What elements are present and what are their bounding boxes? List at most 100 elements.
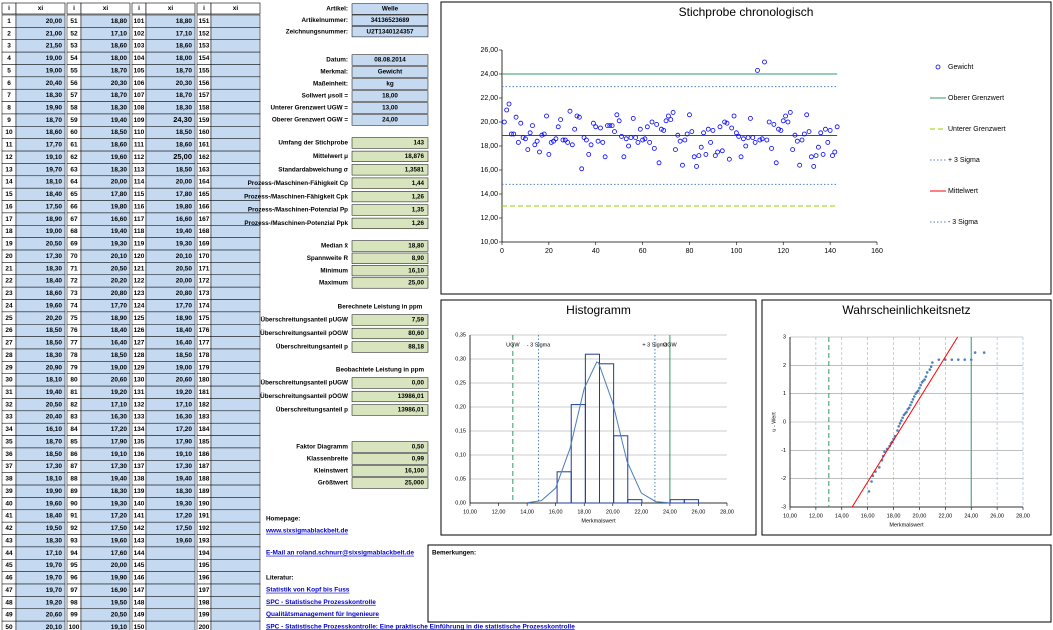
index-cell: 177 <box>199 340 210 347</box>
point <box>691 154 697 160</box>
x-tick-label: 140 <box>824 248 836 255</box>
point <box>745 135 751 141</box>
field-value: 18,80 <box>408 243 424 250</box>
point <box>722 119 728 125</box>
cell <box>210 76 261 90</box>
field-value: 143 <box>413 140 424 147</box>
homepage-link[interactable]: www.sixsigmablackbelt.de <box>265 528 349 535</box>
point <box>912 395 916 398</box>
x-tick-label: 14,00 <box>835 513 849 519</box>
value-cell: 19,40 <box>46 389 63 396</box>
index-cell: 15 <box>5 191 13 198</box>
index-cell: 166 <box>199 203 210 210</box>
index-cell: 95 <box>70 562 78 569</box>
value-cell: 20,10 <box>111 253 128 260</box>
index-cell: 151 <box>199 18 210 25</box>
field-box <box>351 14 429 26</box>
value-cell: 17,60 <box>111 550 128 557</box>
point <box>513 114 519 120</box>
value-cell: 20,30 <box>111 80 128 87</box>
index-cell: 118 <box>134 228 145 235</box>
field-label: Maximum <box>319 280 348 287</box>
index-cell: 162 <box>199 154 210 161</box>
index-cell: 125 <box>134 315 145 322</box>
value-cell: 17,70 <box>46 142 63 149</box>
field-box <box>351 453 429 465</box>
index-cell: 100 <box>69 624 80 630</box>
literature-link[interactable]: SPC - Statistische Prozesskontrolle <box>266 599 376 606</box>
point <box>687 112 692 118</box>
point <box>677 138 683 144</box>
field-label: Standardabweichung σ <box>278 166 348 173</box>
index-cell: 68 <box>70 228 78 235</box>
point <box>508 131 514 137</box>
field-box <box>351 114 429 126</box>
point <box>684 131 690 137</box>
cell <box>210 39 261 53</box>
cell <box>210 534 261 548</box>
index-cell: 197 <box>199 587 210 594</box>
field-value: 08.08.2014 <box>374 57 406 64</box>
point <box>675 132 681 138</box>
index-cell: 99 <box>70 612 78 619</box>
value-cell: 18,60 <box>111 142 128 149</box>
point <box>642 136 648 142</box>
index-cell: 69 <box>70 241 78 248</box>
index-cell: 178 <box>199 352 210 359</box>
index-cell: 10 <box>5 129 13 136</box>
field-value: 1,26 <box>412 220 425 227</box>
value-cell: 18,40 <box>176 327 193 334</box>
field-value: 13986,01 <box>398 407 425 414</box>
bar <box>683 499 699 504</box>
value-cell: 20,80 <box>176 290 193 297</box>
field-box <box>351 314 429 326</box>
index-cell: 1 <box>7 18 11 25</box>
cell <box>210 484 261 498</box>
point <box>523 136 528 142</box>
point <box>816 144 821 150</box>
index-cell: 43 <box>5 537 13 544</box>
point <box>658 126 664 132</box>
index-cell: 150 <box>134 624 145 630</box>
value-cell: 17,20 <box>111 513 128 520</box>
value-cell: 17,50 <box>176 525 193 532</box>
index-cell: 35 <box>5 438 13 445</box>
value-cell: 19,50 <box>111 599 128 606</box>
point <box>834 124 840 130</box>
remarks-label: Bemerkungen: <box>432 550 476 557</box>
index-cell: 24 <box>5 302 13 309</box>
x-tick-label: 100 <box>731 248 743 255</box>
point <box>534 138 540 144</box>
index-cell: 158 <box>199 104 210 111</box>
cell <box>145 571 196 585</box>
value-cell: 19,40 <box>176 476 193 483</box>
field-box <box>351 327 429 340</box>
cell <box>210 274 261 288</box>
point <box>743 143 749 149</box>
legend-label: - 3 Sigma <box>948 219 978 226</box>
cell <box>145 608 196 622</box>
index-cell: 138 <box>134 476 145 483</box>
value-cell: 17,30 <box>111 463 128 470</box>
reference-label: OGW <box>663 342 678 348</box>
index-cell: 106 <box>134 80 145 87</box>
cell <box>210 113 261 127</box>
value-cell: 19,10 <box>111 624 128 630</box>
literature-link[interactable]: Qualitätsmanagement für Ingenieure <box>266 611 379 618</box>
index-cell: 2 <box>7 30 11 37</box>
email-link[interactable]: E-Mail an roland.schnurr@sixsigmablackbe… <box>266 550 414 557</box>
reference-label: UGW <box>506 342 520 348</box>
point <box>616 118 622 124</box>
y-tick-label: 3 <box>783 334 786 340</box>
point <box>546 151 552 157</box>
index-cell: 126 <box>134 327 145 334</box>
value-cell: 19,60 <box>176 537 193 544</box>
header-cell <box>80 2 131 15</box>
literature-link[interactable]: SPC - Statistische Prozesskontrolle: Ein… <box>266 623 575 630</box>
column-header: i <box>73 5 75 12</box>
literature-link[interactable]: Statistik von Kopf bis Fuss <box>266 587 350 594</box>
index-cell: 33 <box>5 414 13 421</box>
x-tick-label: 22,00 <box>938 513 952 519</box>
index-cell: 159 <box>199 117 210 124</box>
